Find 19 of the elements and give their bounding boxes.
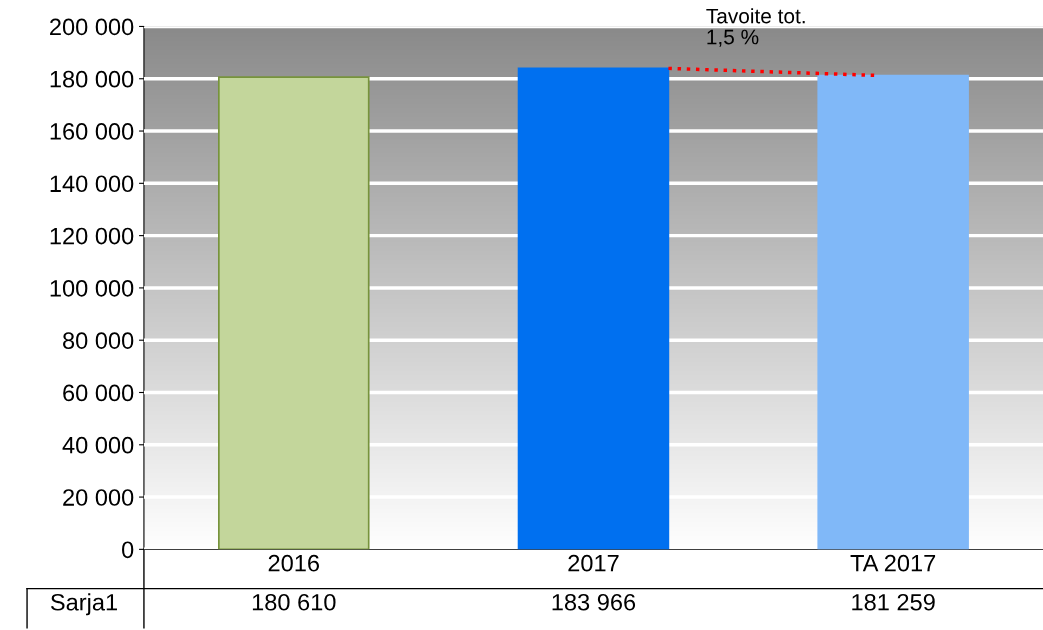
y-tick-label: 20 000 <box>63 489 134 506</box>
y-tick-label: 140 000 <box>50 175 134 193</box>
data-label: 183 966 <box>552 593 636 611</box>
y-tick-label: 180 000 <box>50 70 134 88</box>
x-tick-label: TA 2017 <box>850 554 936 572</box>
y-tick-label: 0 <box>122 541 134 559</box>
annotation: Tavoite tot. 1,5 % <box>706 8 805 47</box>
x-tick-label: 2017 <box>568 554 619 572</box>
y-tick-label: 160 000 <box>50 123 134 140</box>
text: Sarja1 <box>50 593 117 616</box>
data-label: 180 610 <box>252 593 336 611</box>
x-tick-label: 2016 <box>268 554 320 572</box>
y-tick-label: 200 000 <box>50 18 134 36</box>
y-tick-label: 80 000 <box>63 332 134 349</box>
y-tick-label: 120 000 <box>50 227 134 245</box>
y-tick-label: 100 000 <box>50 279 134 297</box>
y-tick-label: 60 000 <box>63 384 134 402</box>
data-label: 181 259 <box>852 593 935 611</box>
y-tick-label: 40 000 <box>62 436 134 454</box>
